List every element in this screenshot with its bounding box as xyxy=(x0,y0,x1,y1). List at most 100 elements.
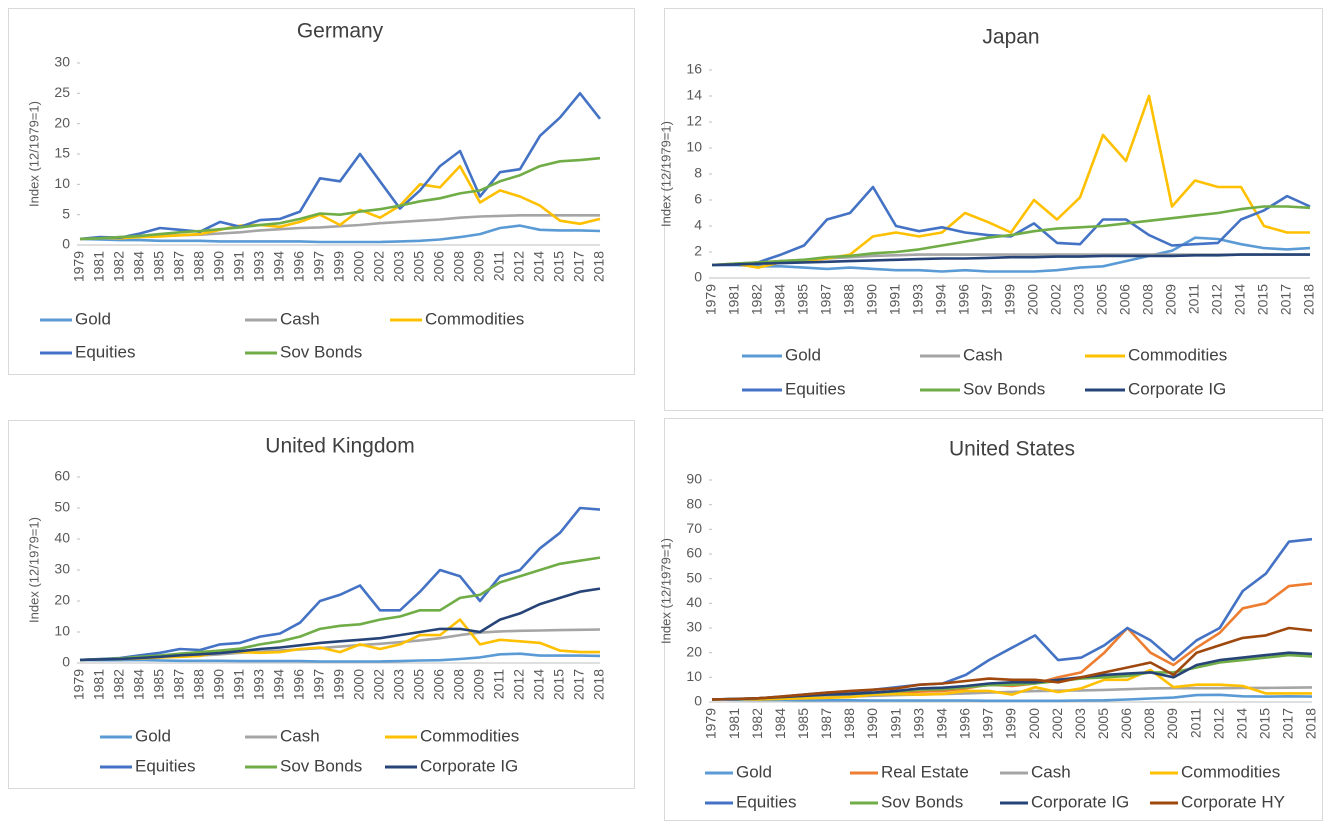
x-tick-label: 2017 xyxy=(1278,284,1294,315)
x-tick-label: 2003 xyxy=(1072,708,1088,739)
x-tick-label: 2005 xyxy=(411,251,427,282)
x-tick-label: 2000 xyxy=(351,251,367,282)
legend-label: Equities xyxy=(75,342,135,361)
series-line xyxy=(711,253,1310,267)
x-tick-label: 2002 xyxy=(1048,284,1064,315)
legend-label: Cash xyxy=(280,726,320,745)
x-tick-label: 1985 xyxy=(151,251,167,282)
x-tick-label: 2014 xyxy=(531,669,547,700)
x-tick-label: 1988 xyxy=(841,284,857,315)
x-tick-label: 1987 xyxy=(171,251,187,282)
x-tick-label: 1987 xyxy=(818,708,834,739)
legend-label: Gold xyxy=(135,726,171,745)
y-tick-label: 0 xyxy=(694,269,702,285)
legend-label: Corporate HY xyxy=(1181,792,1285,811)
x-tick-label: 1981 xyxy=(726,708,742,739)
x-tick-label: 2000 xyxy=(1025,284,1041,315)
legend-label: Real Estate xyxy=(881,762,969,781)
y-axis-title: Index (12/1979=1) xyxy=(658,121,673,227)
series-line xyxy=(79,652,601,663)
x-tick-label: 2012 xyxy=(511,251,527,282)
y-tick-label: 10 xyxy=(686,139,702,155)
x-tick-label: 2009 xyxy=(471,669,487,700)
x-tick-label: 1979 xyxy=(71,669,87,700)
series-line xyxy=(712,236,1311,273)
x-tick-label: 2015 xyxy=(1255,284,1271,315)
legend-label: Gold xyxy=(736,762,772,781)
x-tick-label: 1991 xyxy=(231,669,247,700)
x-tick-label: 1996 xyxy=(291,669,307,700)
panel-frame xyxy=(664,8,1323,411)
x-tick-label: 1991 xyxy=(887,284,903,315)
x-tick-label: 1982 xyxy=(749,284,765,315)
chart-panel: Japan Index (12/1979=1) 0 2 4 6 8 10 12 14 16 1979 1… xyxy=(658,8,1323,411)
series-line xyxy=(79,556,601,662)
x-tick-label: 1994 xyxy=(271,251,287,282)
legend-label: Corporate IG xyxy=(1128,379,1226,398)
legend-label: Sov Bonds xyxy=(963,379,1045,398)
x-tick-label: 1997 xyxy=(311,251,327,282)
y-tick-label: 5 xyxy=(62,205,70,221)
legend-label: Equities xyxy=(785,379,845,398)
y-tick-label: 40 xyxy=(686,594,702,610)
legend-label: Cash xyxy=(280,309,320,328)
y-tick-label: 0 xyxy=(62,236,70,252)
series-line xyxy=(711,693,1313,703)
y-tick-label: 20 xyxy=(54,114,70,130)
x-tick-label: 1985 xyxy=(795,708,811,739)
legend-label: Gold xyxy=(785,345,821,364)
legend-label: Commodities xyxy=(1128,345,1227,364)
x-tick-label: 1984 xyxy=(772,284,788,315)
x-tick-label: 1981 xyxy=(726,284,742,315)
legend-label: Sov Bonds xyxy=(280,342,362,361)
series-line xyxy=(79,92,602,241)
x-tick-label: 1990 xyxy=(864,708,880,739)
x-tick-label: 2008 xyxy=(1140,284,1156,315)
x-tick-label: 1997 xyxy=(979,284,995,315)
x-tick-label: 2002 xyxy=(371,251,387,282)
series-line xyxy=(79,506,601,662)
y-tick-label: 25 xyxy=(54,84,70,100)
legend-label: Corporate IG xyxy=(1031,792,1129,811)
x-tick-label: 1987 xyxy=(818,284,834,315)
y-tick-label: 15 xyxy=(54,145,70,161)
x-tick-label: 2000 xyxy=(1026,708,1042,739)
x-tick-label: 1993 xyxy=(910,284,926,315)
x-tick-label: 1987 xyxy=(171,669,187,700)
x-tick-label: 2006 xyxy=(431,251,447,282)
chart-title: United States xyxy=(949,438,1075,461)
x-tick-label: 2018 xyxy=(591,251,607,282)
series-line xyxy=(711,626,1313,701)
y-tick-label: 14 xyxy=(686,87,702,103)
panel-frame xyxy=(8,420,635,789)
y-axis-title: Index (12/1979=1) xyxy=(658,538,673,644)
x-tick-label: 1993 xyxy=(251,669,267,700)
x-tick-label: 1990 xyxy=(211,669,227,700)
x-tick-label: 2005 xyxy=(1094,284,1110,315)
x-tick-label: 2015 xyxy=(1257,708,1273,739)
y-tick-label: 0 xyxy=(62,654,70,670)
x-tick-label: 2009 xyxy=(1163,284,1179,315)
y-tick-label: 0 xyxy=(694,693,702,709)
chart-title: United Kingdom xyxy=(265,435,414,458)
x-tick-label: 2017 xyxy=(1280,708,1296,739)
x-tick-label: 2009 xyxy=(1164,708,1180,739)
x-tick-label: 1994 xyxy=(933,284,949,315)
y-tick-label: 30 xyxy=(54,54,70,70)
x-tick-label: 1999 xyxy=(1002,284,1018,315)
y-axis-title: Index (12/1979=1) xyxy=(26,101,41,207)
x-tick-label: 1997 xyxy=(311,669,327,700)
x-tick-label: 1988 xyxy=(191,669,207,700)
panel-frame xyxy=(664,418,1323,821)
x-tick-label: 1990 xyxy=(211,251,227,282)
x-tick-label: 2011 xyxy=(491,251,507,281)
x-tick-label: 2005 xyxy=(1095,708,1111,739)
y-tick-label: 30 xyxy=(54,561,70,577)
y-tick-label: 60 xyxy=(686,545,702,561)
x-tick-label: 2003 xyxy=(1071,284,1087,315)
y-tick-label: 8 xyxy=(694,165,702,181)
x-tick-label: 2012 xyxy=(511,669,527,700)
x-tick-label: 2012 xyxy=(1209,284,1225,315)
legend-label: Commodities xyxy=(1181,762,1280,781)
panel-frame xyxy=(8,8,635,375)
